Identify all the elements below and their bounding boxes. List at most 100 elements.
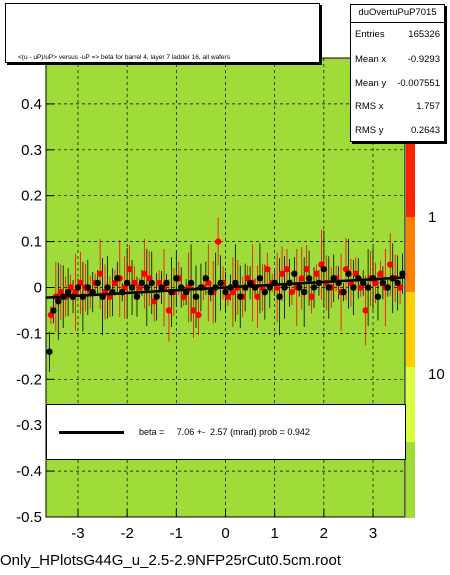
stats-key: RMS x bbox=[355, 101, 384, 112]
black-point bbox=[94, 279, 101, 287]
black-point bbox=[50, 307, 57, 314]
x-tick-label: -2 bbox=[120, 525, 133, 542]
stats-row-rms-x: RMS x 1.757 bbox=[355, 101, 440, 115]
red-point bbox=[195, 311, 202, 319]
black-point bbox=[222, 288, 229, 296]
stats-key: Entries bbox=[355, 29, 385, 40]
black-point bbox=[374, 293, 382, 300]
z-tick-label: 1 bbox=[428, 209, 436, 226]
fit-legend-line bbox=[59, 431, 124, 434]
black-point bbox=[163, 279, 170, 287]
black-point bbox=[153, 293, 160, 300]
black-point bbox=[246, 279, 254, 287]
z-tick-label: 10 bbox=[428, 366, 445, 383]
y-tick-label: 0.4 bbox=[21, 96, 42, 113]
fit-legend-text: beta = 7.06 +- 2.57 (mrad) prob = 0.942 bbox=[139, 427, 310, 437]
y-tick-label: 0.1 bbox=[21, 234, 42, 251]
red-point bbox=[283, 265, 291, 273]
black-point bbox=[173, 275, 180, 282]
black-point bbox=[217, 279, 224, 287]
stats-value: 1.757 bbox=[416, 101, 440, 112]
red-point bbox=[308, 293, 315, 300]
black-point bbox=[300, 288, 308, 296]
black-point bbox=[276, 293, 283, 300]
black-point bbox=[305, 275, 313, 282]
stats-value: 0.2643 bbox=[410, 125, 440, 136]
color-scale-segment bbox=[406, 292, 415, 368]
black-point bbox=[187, 279, 195, 287]
black-point bbox=[394, 279, 401, 287]
black-point bbox=[74, 284, 82, 291]
black-point bbox=[148, 279, 155, 287]
stats-key: Mean y bbox=[355, 78, 387, 89]
red-point bbox=[313, 270, 320, 277]
red-point bbox=[214, 238, 222, 245]
black-point bbox=[114, 275, 121, 282]
red-point bbox=[165, 307, 173, 314]
black-point bbox=[55, 298, 62, 305]
fit-legend: beta = 7.06 +- 2.57 (mrad) prob = 0.942 bbox=[46, 404, 406, 460]
stats-row-rms-y: RMS y 0.2643 bbox=[355, 125, 440, 139]
black-point bbox=[207, 288, 214, 296]
y-tick-label: 0.3 bbox=[21, 142, 42, 159]
black-point bbox=[104, 284, 111, 291]
stats-key: RMS y bbox=[355, 125, 384, 136]
y-tick-label: -0.2 bbox=[16, 371, 42, 388]
x-tick-label: -1 bbox=[170, 525, 183, 542]
red-point bbox=[278, 270, 286, 277]
red-point bbox=[288, 288, 296, 296]
x-tick-label: 0 bbox=[221, 525, 229, 542]
x-tick-label: 1 bbox=[271, 525, 279, 542]
red-point bbox=[387, 261, 394, 268]
black-point bbox=[320, 265, 328, 273]
black-point bbox=[310, 284, 318, 291]
black-point bbox=[84, 284, 92, 291]
black-point bbox=[232, 279, 239, 287]
black-point bbox=[138, 279, 146, 287]
black-point bbox=[325, 284, 332, 291]
black-point bbox=[359, 279, 367, 287]
red-point bbox=[141, 270, 148, 277]
black-point bbox=[379, 279, 387, 287]
file-name-label: Only_HPlotsG44G_u_2.5-2.9NFP25rCut0.5cm.… bbox=[0, 552, 341, 569]
black-point bbox=[340, 288, 347, 296]
x-tick-label: 3 bbox=[369, 525, 377, 542]
black-point bbox=[281, 284, 288, 291]
chart-title: <(u - uP)/uP> versus -uP => beta for bar… bbox=[18, 54, 230, 61]
black-point bbox=[143, 284, 151, 291]
red-point bbox=[303, 265, 310, 273]
stats-value: 165326 bbox=[408, 29, 440, 40]
y-tick-label: -0.1 bbox=[16, 325, 42, 342]
y-tick-label: -0.5 bbox=[16, 509, 42, 526]
black-point bbox=[364, 284, 372, 291]
black-point bbox=[256, 275, 264, 282]
y-tick-label: -0.4 bbox=[16, 463, 42, 480]
black-point bbox=[350, 284, 357, 291]
stats-title: duOvertuPuP7015 bbox=[351, 7, 444, 23]
red-point bbox=[254, 293, 261, 300]
black-point bbox=[399, 270, 406, 277]
red-point bbox=[264, 265, 271, 273]
y-tick-label: 0 bbox=[34, 280, 42, 297]
black-point bbox=[261, 288, 269, 296]
black-point bbox=[192, 293, 200, 300]
black-point bbox=[202, 275, 210, 282]
y-tick-label: -0.3 bbox=[16, 417, 42, 434]
black-point bbox=[330, 275, 337, 282]
red-point bbox=[298, 275, 305, 282]
black-point bbox=[291, 270, 298, 277]
red-point bbox=[190, 307, 197, 314]
black-point bbox=[237, 293, 244, 300]
red-point bbox=[377, 270, 384, 277]
stats-key: Mean x bbox=[355, 54, 387, 65]
color-scale bbox=[406, 142, 415, 518]
black-point bbox=[133, 293, 141, 300]
black-point bbox=[296, 284, 303, 291]
color-scale-segment bbox=[406, 217, 415, 293]
red-point bbox=[362, 307, 369, 314]
x-axis-ticks: -3 -2 -1 0 1 2 3 bbox=[71, 509, 377, 542]
fit-line bbox=[45, 276, 406, 299]
black-point bbox=[128, 284, 136, 291]
black-point bbox=[158, 284, 165, 291]
color-scale-segment bbox=[406, 142, 415, 218]
